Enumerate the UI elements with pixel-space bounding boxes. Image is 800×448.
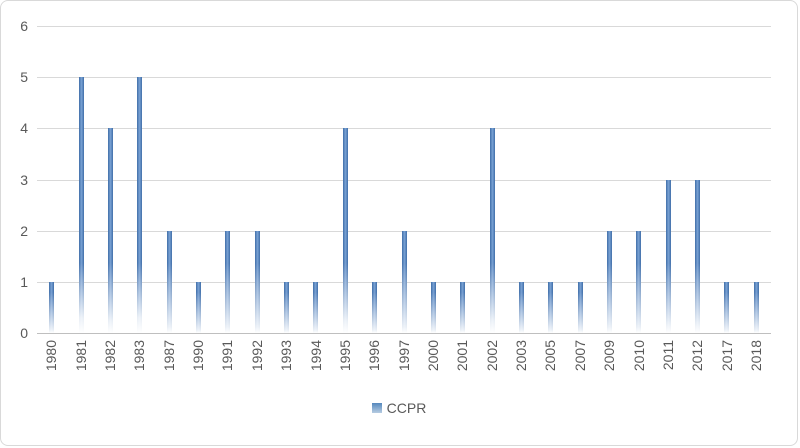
bar-1983 xyxy=(137,77,143,333)
x-tick-2012: 2012 xyxy=(683,340,712,386)
bar-1996 xyxy=(372,281,378,333)
x-tick-2005: 2005 xyxy=(536,340,565,386)
legend: CCPR xyxy=(1,400,797,416)
bar-2010 xyxy=(636,230,642,333)
x-tick-2017: 2017 xyxy=(712,340,741,386)
bar-1982 xyxy=(107,128,113,333)
x-tick-label: 2018 xyxy=(747,340,764,372)
bar-1980 xyxy=(49,281,55,333)
bar-1995 xyxy=(342,128,348,333)
x-tick-label: 2000 xyxy=(425,340,441,372)
bar-1994 xyxy=(313,281,319,333)
x-tick-1995: 1995 xyxy=(331,340,360,386)
x-tick-2010: 2010 xyxy=(624,340,653,386)
bar-1997 xyxy=(401,230,407,333)
bar-2012 xyxy=(695,179,701,333)
x-tick-label: 1987 xyxy=(160,340,177,372)
bar-2011 xyxy=(665,179,671,333)
x-tick-label: 1990 xyxy=(190,340,207,372)
y-tick-label-5: 5 xyxy=(20,69,28,86)
x-tick-label: 2009 xyxy=(601,340,618,372)
x-tick-label: 2012 xyxy=(689,340,706,372)
x-tick-2002: 2002 xyxy=(477,340,506,386)
bar-1981 xyxy=(78,77,84,333)
legend-label: CCPR xyxy=(386,400,427,416)
x-tick-label: 2002 xyxy=(483,340,500,372)
x-tick-1996: 1996 xyxy=(360,340,389,386)
gridline xyxy=(37,26,771,27)
x-tick-2000: 2000 xyxy=(419,340,448,386)
y-tick-label-4: 4 xyxy=(20,120,28,137)
plot-area xyxy=(37,26,771,334)
x-tick-label: 2011 xyxy=(659,340,676,371)
bar-2017 xyxy=(724,281,730,333)
x-tick-label: 1983 xyxy=(131,340,148,372)
x-tick-label: 2017 xyxy=(718,340,735,372)
y-tick-label-1: 1 xyxy=(20,273,28,290)
x-tick-1994: 1994 xyxy=(301,340,330,386)
bar-1991 xyxy=(225,230,231,333)
x-tick-1990: 1990 xyxy=(184,340,213,386)
bar-1987 xyxy=(166,230,172,333)
x-tick-2003: 2003 xyxy=(507,340,536,386)
x-tick-label: 1994 xyxy=(307,340,324,372)
bar-2003 xyxy=(518,281,524,333)
x-tick-label: 1996 xyxy=(366,340,383,372)
bar-2007 xyxy=(577,281,583,333)
bar-1993 xyxy=(284,281,290,333)
x-tick-label: 2005 xyxy=(542,340,559,372)
x-tick-1993: 1993 xyxy=(272,340,301,386)
x-tick-1980: 1980 xyxy=(37,340,66,386)
bar-2018 xyxy=(753,281,759,333)
x-tick-1987: 1987 xyxy=(154,340,183,386)
gridline xyxy=(37,128,771,130)
x-tick-label: 1992 xyxy=(248,340,265,372)
y-tick-label-0: 0 xyxy=(20,325,28,341)
x-tick-2011: 2011 xyxy=(654,340,683,386)
gridline xyxy=(37,179,771,181)
x-tick-1982: 1982 xyxy=(96,340,125,386)
x-tick-label: 2003 xyxy=(513,340,530,372)
y-tick-label-2: 2 xyxy=(20,222,28,239)
x-tick-2018: 2018 xyxy=(742,340,771,386)
y-tick-label-6: 6 xyxy=(20,18,28,34)
x-tick-2009: 2009 xyxy=(595,340,624,386)
bar-2002 xyxy=(489,128,495,333)
gridline xyxy=(37,77,771,79)
bar-2001 xyxy=(460,281,466,333)
x-tick-label: 1993 xyxy=(278,340,295,372)
x-tick-1997: 1997 xyxy=(389,340,418,386)
x-tick-1983: 1983 xyxy=(125,340,154,386)
x-axis: 1980 1981 1982 1983 1987 1990 1991 1992 1993 1994… xyxy=(37,340,771,386)
x-tick-label: 1981 xyxy=(72,340,89,372)
x-tick-1991: 1991 xyxy=(213,340,242,386)
legend-marker-icon xyxy=(371,403,382,413)
bar-1992 xyxy=(254,230,260,333)
x-tick-label: 1995 xyxy=(336,340,353,372)
x-tick-label: 1991 xyxy=(219,340,236,372)
bar-2000 xyxy=(430,281,436,333)
bar-2009 xyxy=(607,230,613,333)
x-tick-1992: 1992 xyxy=(243,340,272,386)
bar-2005 xyxy=(548,281,554,333)
x-tick-label: 1980 xyxy=(43,340,60,372)
x-tick-label: 1997 xyxy=(395,340,412,372)
x-axis-line xyxy=(37,333,771,334)
x-tick-2001: 2001 xyxy=(448,340,477,386)
x-tick-label: 2010 xyxy=(630,340,647,372)
x-tick-1981: 1981 xyxy=(66,340,95,386)
x-tick-label: 1982 xyxy=(102,340,119,372)
bar-1990 xyxy=(195,281,201,333)
x-tick-label: 2007 xyxy=(571,340,588,372)
x-tick-label: 2001 xyxy=(454,340,471,372)
y-tick-label-3: 3 xyxy=(20,171,28,188)
x-tick-2007: 2007 xyxy=(565,340,594,386)
